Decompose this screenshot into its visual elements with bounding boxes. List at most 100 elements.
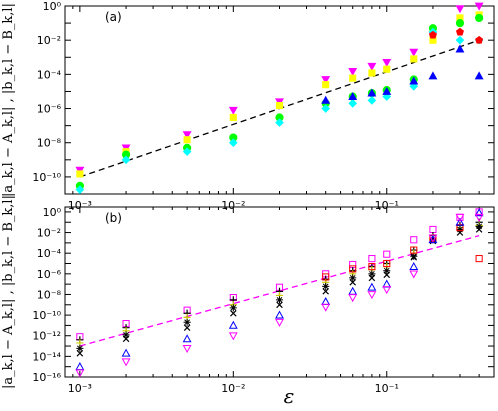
data-point [383, 271, 391, 279]
data-point [368, 270, 376, 278]
data-point [349, 265, 357, 273]
y-tick-label: 10⁻¹⁰ [32, 309, 61, 322]
data-point [410, 236, 418, 244]
data-point [455, 5, 465, 14]
data-point [276, 301, 283, 309]
data-point [367, 291, 377, 300]
data-point [348, 67, 358, 76]
data-point [474, 71, 484, 80]
data-point [122, 331, 130, 339]
y-tick-label: 10⁻¹⁰ [32, 171, 61, 184]
data-point [367, 282, 377, 291]
data-point [228, 332, 238, 341]
data-point [228, 320, 238, 329]
y-tick-label: 10⁻¹⁴ [32, 350, 61, 363]
y-tick-label: 10⁻¹² [32, 330, 61, 343]
data-point [474, 213, 484, 222]
data-point [182, 334, 192, 343]
series-5 [76, 226, 483, 357]
y-tick-label: 10⁰ [43, 206, 62, 219]
y-tick-label: 10⁻⁶ [37, 268, 62, 281]
data-point [410, 252, 418, 260]
x-tick-label: 10⁻³ [68, 199, 92, 212]
data-point [428, 235, 438, 244]
data-point [409, 76, 419, 85]
data-point [322, 288, 329, 295]
data-point [182, 131, 192, 140]
data-point [322, 273, 330, 281]
data-point [367, 96, 377, 105]
data-point [183, 324, 191, 332]
data-point [76, 344, 84, 352]
data-point [410, 246, 418, 254]
data-point [275, 310, 284, 319]
data-point [75, 185, 85, 194]
data-point [76, 170, 84, 178]
y-tick-label: 10⁻¹⁶ [32, 371, 61, 384]
panel-label: (b) [105, 211, 122, 225]
data-point [475, 35, 484, 44]
data-point [321, 76, 331, 85]
x-axis-label: ε [284, 384, 295, 408]
data-point [182, 344, 192, 353]
data-point [230, 309, 237, 317]
data-point [121, 348, 131, 357]
data-point [229, 113, 237, 122]
data-point [455, 35, 465, 45]
data-point [475, 13, 484, 23]
data-point [348, 99, 358, 108]
data-point [275, 101, 284, 110]
data-point [383, 267, 391, 275]
data-point [122, 335, 130, 343]
y-axis-label: |a_k,l − A_k,l| , |b_k,l − B_k,l| [1, 195, 16, 389]
data-point [474, 208, 484, 217]
data-point [183, 136, 191, 144]
data-point [382, 86, 392, 95]
data-point [382, 286, 392, 295]
data-point [183, 318, 191, 326]
data-point [367, 62, 377, 71]
data-point [275, 318, 284, 327]
data-point [229, 304, 237, 312]
x-tick-label: 10⁻¹ [375, 199, 399, 212]
data-point [410, 55, 418, 63]
data-point [76, 349, 84, 357]
data-point [321, 303, 331, 312]
data-point [229, 138, 238, 148]
data-point [410, 253, 418, 261]
data-point [475, 226, 483, 233]
data-point [456, 225, 464, 234]
data-point [349, 74, 357, 82]
data-point [455, 27, 464, 36]
data-point [409, 270, 419, 279]
data-point [428, 30, 437, 39]
data-point [409, 261, 419, 270]
data-point [321, 104, 330, 113]
x-tick-label: 10⁻¹ [375, 382, 399, 395]
y-axis-label: |a_k,l − A_k,l| , |b_k,l − B_k,l| [1, 3, 16, 197]
data-point [383, 259, 391, 268]
data-point [321, 95, 331, 104]
x-tick-label: 10⁻³ [68, 382, 92, 395]
x-tick-label: 10⁻² [221, 382, 245, 395]
data-point [349, 279, 357, 286]
data-point [322, 282, 330, 291]
data-point [475, 222, 483, 230]
series-4 [76, 222, 483, 352]
data-point [367, 88, 377, 97]
data-point [368, 274, 376, 282]
y-tick-label: 10⁻⁴ [37, 68, 62, 81]
data-point [455, 18, 465, 28]
data-point [121, 358, 131, 367]
panel-b: 10⁻³ 10⁻² 10⁻¹ 10⁻¹⁶ 10⁻¹⁴ 10⁻¹² 10⁻¹⁰ 10⁻⁸ 10⁻⁶… [1, 195, 495, 395]
y-tick-label: 10⁻² [37, 34, 61, 47]
data-point [349, 274, 357, 282]
series-5 [321, 44, 484, 104]
data-point [455, 217, 465, 226]
data-point [428, 71, 438, 80]
data-point [456, 224, 464, 232]
data-point [475, 255, 483, 263]
series-6 [322, 224, 483, 281]
series-6 [428, 27, 484, 44]
